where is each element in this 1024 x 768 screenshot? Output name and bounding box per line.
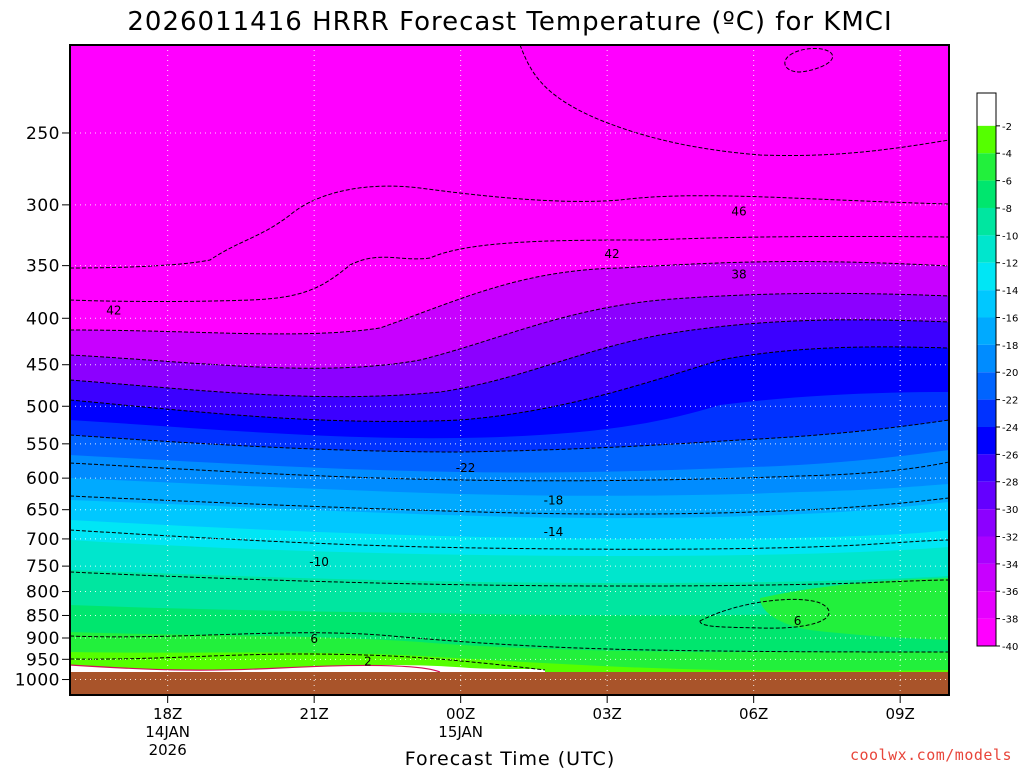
contour-label: -14 [544,525,564,539]
x-axis-label: Forecast Time (UTC) [405,748,615,768]
colorbar-tick-label: -40 [1002,642,1018,653]
colorbar-tick-label: -30 [1002,505,1018,516]
dashed-contour-lines [70,45,949,671]
x-tick-label: 03Z [592,705,621,723]
contour-label: 42 [106,303,121,317]
colorbar-swatch [977,125,996,154]
zero-degree-isotherm [70,664,441,673]
y-tick-label: 750 [26,557,60,577]
colorbar-swatch [977,372,996,400]
x-tick-label: 09Z [885,705,914,723]
contour-label: -10 [309,555,329,569]
colorbar-swatch [977,290,996,318]
y-tick-label: 400 [26,309,60,329]
colorbar-tick-label: -4 [1002,149,1012,160]
y-tick-label: 350 [26,257,60,277]
colorbar-tick-label: -36 [1002,587,1018,598]
colorbar-swatch [977,235,996,263]
colorbar-swatch [977,207,996,236]
colorbar-tick-label: -14 [1002,286,1018,297]
colorbar-tick-label: -38 [1002,615,1018,626]
colorbar-tick-label: -8 [1002,204,1012,215]
colorbar-tick-label: -22 [1002,396,1018,407]
colorbar-tick-label: -28 [1002,478,1018,489]
colorbar-swatch [977,563,996,592]
colorbar-tick-label: -26 [1002,450,1018,461]
colorbar-tick-label: -16 [1002,313,1018,324]
contour-label: -18 [544,493,564,507]
colorbar-swatch [977,481,996,510]
contour-label: -22 [456,461,476,475]
colorbar-swatch [977,153,996,181]
chart-title: 2026011416 HRRR Forecast Temperature (ºC… [127,7,892,37]
x-tick-label: 18Z [153,705,182,723]
colorbar-tick-label: -20 [1002,368,1018,379]
contour-labels: 46 42 42 38 -22 -18 -14 -10 6 6 2 [106,204,801,668]
colorbar-tick-label: -6 [1002,177,1012,188]
colorbar-frame [976,92,997,647]
colorbar-swatch [977,591,996,619]
colorbar-tick-label: -32 [1002,532,1018,543]
contour-label: 42 [604,247,619,261]
contour-label: 38 [731,268,746,282]
colorbar-tick-label: -34 [1002,560,1018,571]
credit-text[interactable]: coolwx.com/models [850,746,1012,764]
y-tick-label: 700 [26,530,60,550]
y-tick-label: 1000 [15,671,60,691]
x-tick-sublabel: 15JAN [438,723,483,741]
colorbar-swatch [977,317,996,345]
y-tick-label: 650 [26,501,60,521]
colorbar-swatch [977,509,996,537]
contour-label: 2 [364,654,372,668]
y-tick-label: 300 [26,196,60,216]
y-tick-label: 800 [26,583,60,603]
colorbar-tick-label: -18 [1002,341,1018,352]
x-tick-sublabel: 14JAN [145,723,190,741]
colorbar-swatch [977,399,996,427]
x-tick-label: 00Z [446,705,475,723]
y-tick-label: 550 [26,435,60,455]
colorbar-tick-label: -24 [1002,423,1018,434]
colorbar-tick-label: -2 [1002,122,1012,133]
y-tick-label: 250 [26,124,60,144]
colorbar-swatch [977,536,996,564]
plot-frame [69,44,950,696]
bright-green-pocket [760,578,949,640]
colorbar-tick-label: -10 [1002,231,1018,242]
colorbar-swatch [977,93,996,126]
colorbar-swatch [977,180,996,208]
y-tick-label: 600 [26,469,60,489]
y-tick-label: 500 [26,397,60,417]
colorbar-tick-label: -12 [1002,259,1018,270]
y-tick-label: 450 [26,356,60,376]
contour-label: 6 [794,614,802,628]
contour-label: 46 [731,204,746,218]
colorbar-swatch [977,454,996,482]
colorbar-swatch [977,344,996,373]
contour-label: 6 [310,632,318,646]
colorbar-swatch [977,262,996,291]
pressure-axis: 250 300 350 400 450 500 550 600 650 700 750 800 850 9… [15,124,70,691]
plot-area [70,45,949,695]
x-tick-label: 21Z [299,705,328,723]
y-tick-label: 850 [26,606,60,626]
x-tick-sublabel: 2026 [149,741,187,759]
y-tick-label: 900 [26,629,60,649]
colorbar-swatch [977,618,996,646]
colorbar-swatch [977,426,996,455]
x-tick-label: 06Z [739,705,768,723]
ground-surface [70,672,949,695]
colorbar: -2 -4 -6 -8 -10 -12 -14 -16 -18 -20 -22 -24 -26 -28 -3… [976,92,1018,653]
y-tick-label: 950 [26,650,60,670]
grid-lines [70,45,949,695]
